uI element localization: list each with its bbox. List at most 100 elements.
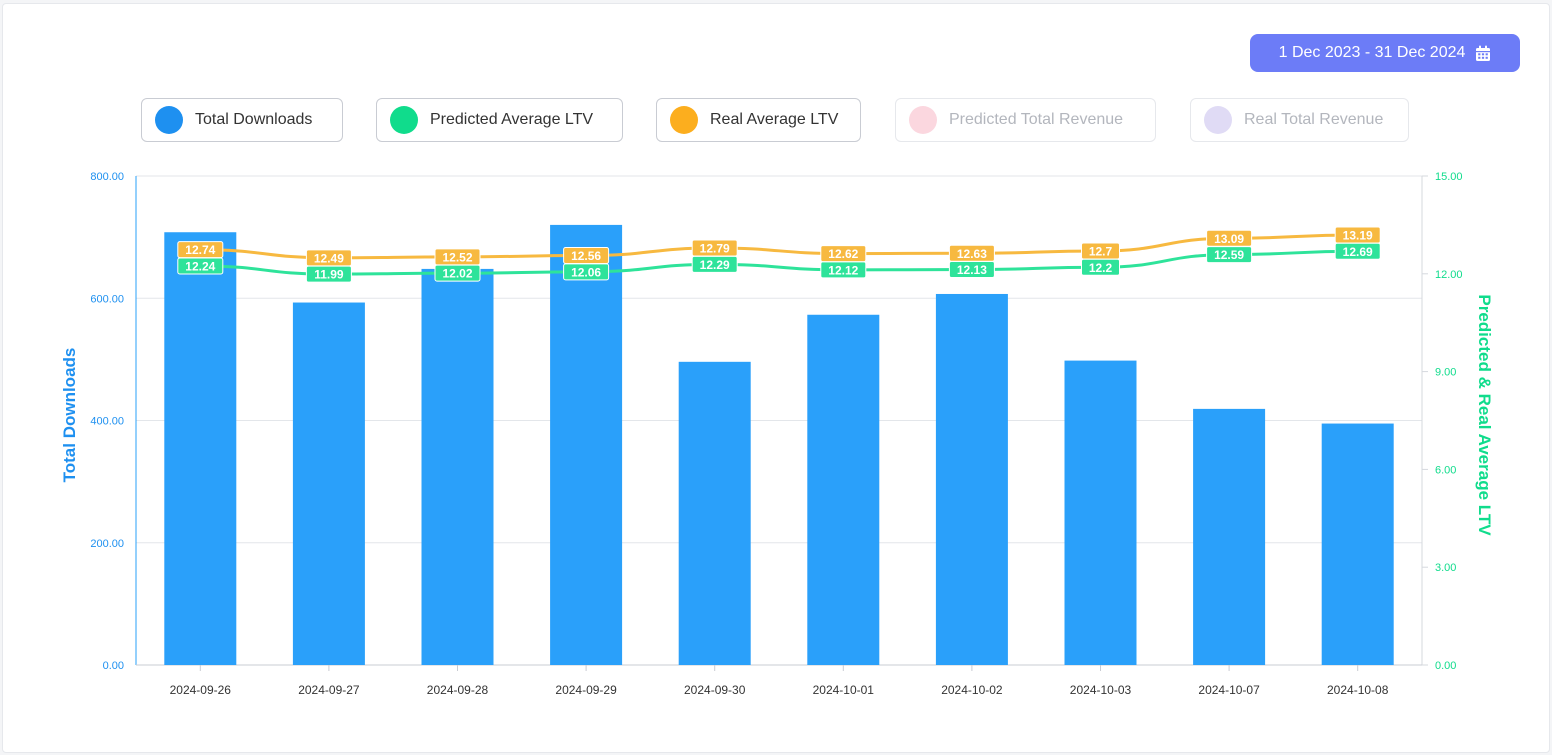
bar	[1321, 423, 1394, 665]
right-tick-label: 6.00	[1435, 464, 1456, 476]
data-label-group: 12.7	[1081, 242, 1120, 260]
data-label-group: 12.13	[948, 261, 995, 279]
data-label: 12.24	[185, 259, 215, 273]
x-tick-label: 2024-10-08	[1327, 683, 1389, 697]
data-label-box	[434, 248, 481, 266]
bar	[421, 268, 494, 665]
data-label-group: 12.79	[691, 239, 738, 257]
series-line	[198, 249, 1360, 276]
data-label: 12.49	[314, 251, 344, 265]
data-label-group: 11.99	[305, 265, 352, 283]
data-label-box	[1334, 226, 1381, 244]
legend-label-predicted-average-ltv: Predicted Average LTV	[430, 111, 594, 128]
legend-predicted-total-revenue[interactable]: Predicted Total Revenue	[895, 98, 1156, 142]
data-label-group: 12.59	[1206, 246, 1253, 264]
left-axis-title: Total Downloads	[60, 348, 79, 483]
data-label: 12.12	[828, 263, 858, 277]
data-label-group: 12.74	[177, 241, 224, 259]
legend-label-real-average-ltv: Real Average LTV	[710, 111, 839, 128]
data-label-box	[305, 249, 352, 267]
x-tick-label: 2024-10-01	[813, 683, 875, 697]
right-tick-label: 3.00	[1435, 562, 1456, 574]
legend-total-downloads[interactable]: Total Downloads	[141, 98, 343, 142]
bar	[807, 314, 880, 665]
data-label: 12.52	[442, 250, 472, 264]
date-range-button[interactable]: 1 Dec 2023 - 31 Dec 2024	[1250, 34, 1520, 72]
data-label: 12.13	[957, 263, 987, 277]
series-line	[198, 233, 1360, 260]
data-label: 12.62	[828, 247, 858, 261]
data-label-group: 12.56	[563, 247, 610, 265]
data-label-box	[948, 244, 995, 262]
left-tick-label: 800.00	[90, 171, 124, 183]
data-label: 11.99	[314, 268, 344, 282]
data-label: 12.29	[700, 258, 730, 272]
right-tick-label: 12.00	[1435, 269, 1463, 281]
data-label-group: 12.24	[177, 257, 224, 275]
data-label-box	[1206, 229, 1253, 247]
bar	[550, 224, 623, 665]
data-label-box	[820, 245, 867, 263]
data-label-group: 12.2	[1081, 258, 1120, 276]
data-label-group: 12.63	[948, 244, 995, 262]
bar	[1193, 408, 1266, 665]
data-label: 12.63	[957, 247, 987, 261]
data-label: 12.7	[1089, 244, 1113, 258]
x-tick-label: 2024-10-07	[1198, 683, 1260, 697]
x-tick-label: 2024-10-02	[941, 683, 1003, 697]
right-tick-label: 15.00	[1435, 171, 1463, 183]
data-label: 12.56	[571, 249, 601, 263]
data-label: 12.74	[185, 243, 215, 257]
data-label: 12.06	[571, 265, 601, 279]
data-label-group: 12.52	[434, 248, 481, 266]
x-tick-label: 2024-09-30	[684, 683, 746, 697]
bar	[292, 302, 365, 665]
data-label-box	[691, 239, 738, 257]
data-label-group: 13.19	[1334, 226, 1381, 244]
left-tick-label: 0.00	[103, 660, 124, 672]
left-tick-label: 400.00	[90, 416, 124, 428]
data-label-group: 13.09	[1206, 229, 1253, 247]
legend-label-real-total-revenue: Real Total Revenue	[1244, 111, 1384, 128]
calendar-icon	[1475, 45, 1491, 62]
x-tick-label: 2024-10-03	[1070, 683, 1132, 697]
data-label: 12.2	[1089, 261, 1113, 275]
legend-dot-real-total-revenue	[1204, 106, 1232, 134]
data-label-group: 12.12	[820, 261, 867, 279]
x-tick-label: 2024-09-28	[427, 683, 489, 697]
data-label: 12.79	[700, 242, 730, 256]
data-label-box	[563, 247, 610, 265]
legend-dot-total-downloads	[155, 106, 183, 134]
legend-dot-real-average-ltv	[670, 106, 698, 134]
legend-real-total-revenue[interactable]: Real Total Revenue	[1190, 98, 1409, 142]
legend-real-average-ltv[interactable]: Real Average LTV	[656, 98, 861, 142]
bar	[1064, 360, 1137, 665]
data-label-group: 12.62	[820, 245, 867, 263]
x-tick-label: 2024-09-29	[555, 683, 617, 697]
data-label: 12.59	[1214, 248, 1244, 262]
data-label: 13.19	[1343, 229, 1373, 243]
x-tick-label: 2024-09-26	[170, 683, 232, 697]
data-label-group: 12.06	[563, 263, 610, 281]
data-label: 13.09	[1214, 232, 1244, 246]
right-tick-label: 9.00	[1435, 367, 1456, 379]
date-range-label: 1 Dec 2023 - 31 Dec 2024	[1278, 44, 1466, 61]
bar	[935, 293, 1008, 665]
bar	[678, 361, 751, 665]
data-label-group: 12.69	[1334, 242, 1381, 260]
legend-dot-predicted-total-revenue	[909, 106, 937, 134]
data-label-group: 12.29	[691, 255, 738, 273]
legend-predicted-average-ltv[interactable]: Predicted Average LTV	[376, 98, 623, 142]
legend-label-total-downloads: Total Downloads	[195, 111, 313, 128]
data-label-box	[177, 241, 224, 259]
data-label-group: 12.49	[305, 249, 352, 267]
bar	[164, 232, 237, 666]
legend-label-predicted-total-revenue: Predicted Total Revenue	[949, 111, 1124, 128]
data-label-group: 12.02	[434, 264, 481, 282]
left-tick-label: 200.00	[90, 538, 124, 550]
right-tick-label: 0.00	[1435, 660, 1456, 672]
data-label: 12.02	[442, 267, 472, 281]
left-tick-label: 600.00	[90, 293, 124, 305]
right-axis-title: Predicted & Real Average LTV	[1475, 294, 1494, 536]
